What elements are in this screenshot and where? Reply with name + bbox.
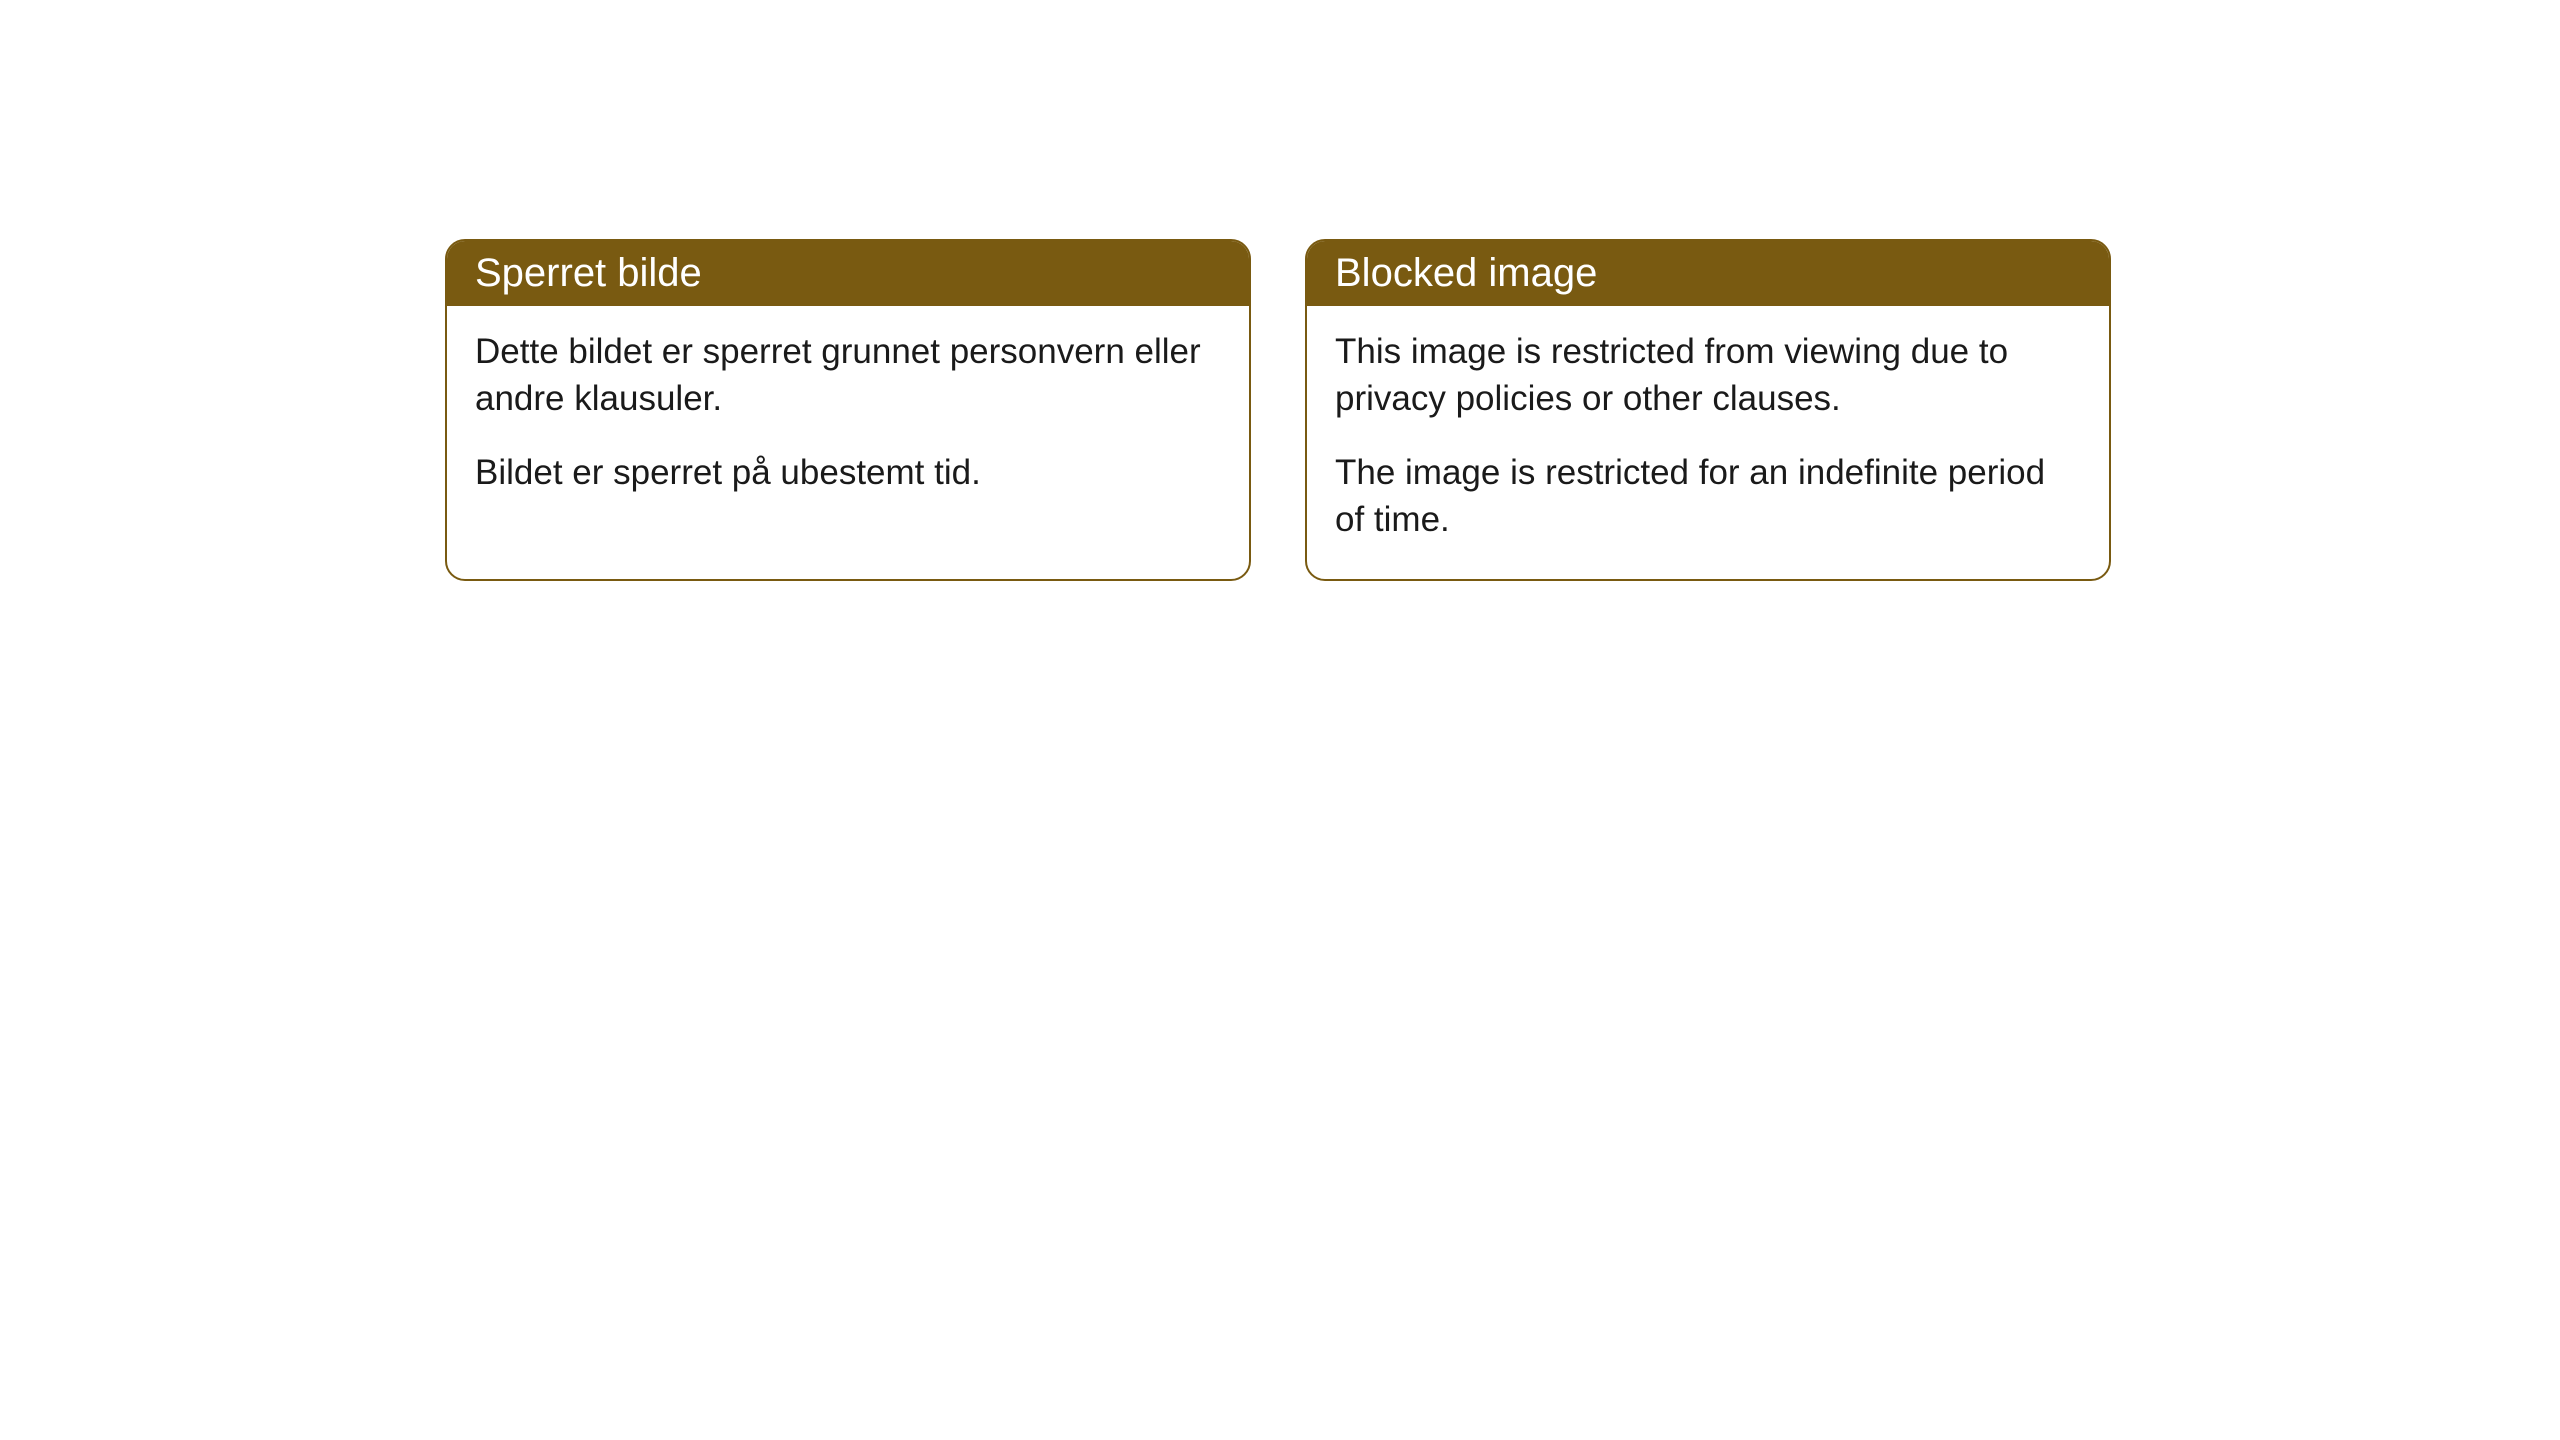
card-header-norwegian: Sperret bilde	[447, 241, 1249, 306]
card-body-english: This image is restricted from viewing du…	[1307, 306, 2109, 579]
card-paragraph1-norwegian: Dette bildet er sperret grunnet personve…	[475, 328, 1221, 423]
card-norwegian: Sperret bilde Dette bildet er sperret gr…	[445, 239, 1251, 581]
card-paragraph2-english: The image is restricted for an indefinit…	[1335, 449, 2081, 544]
cards-container: Sperret bilde Dette bildet er sperret gr…	[0, 0, 2560, 581]
card-paragraph1-english: This image is restricted from viewing du…	[1335, 328, 2081, 423]
card-title-norwegian: Sperret bilde	[475, 251, 702, 295]
card-title-english: Blocked image	[1335, 251, 1597, 295]
card-header-english: Blocked image	[1307, 241, 2109, 306]
card-body-norwegian: Dette bildet er sperret grunnet personve…	[447, 306, 1249, 532]
card-english: Blocked image This image is restricted f…	[1305, 239, 2111, 581]
card-paragraph2-norwegian: Bildet er sperret på ubestemt tid.	[475, 449, 1221, 496]
